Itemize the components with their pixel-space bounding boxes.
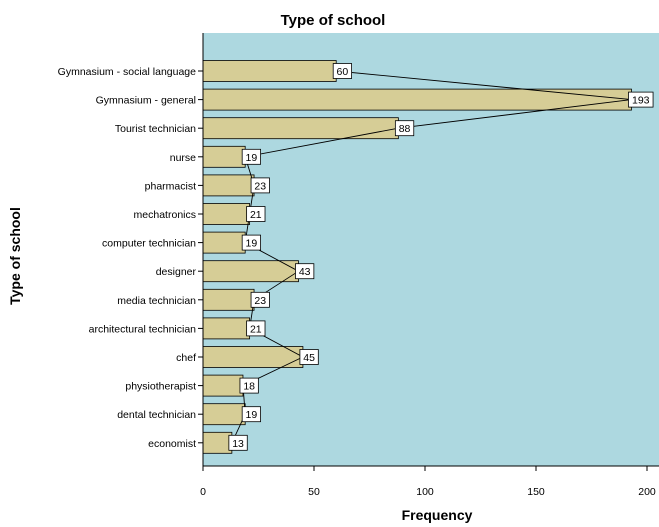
x-tick-label: 100 xyxy=(416,486,434,498)
bar xyxy=(202,60,337,82)
data-label: 13 xyxy=(232,438,244,450)
data-label-box xyxy=(295,263,315,280)
bar xyxy=(202,203,251,225)
bar xyxy=(202,374,244,397)
x-axis-title: Frequency xyxy=(402,507,473,523)
data-label-box xyxy=(246,206,266,222)
y-tick-label: nurse xyxy=(170,152,196,164)
data-label-box xyxy=(246,320,266,337)
data-labels-group: 60 193 88 19 23 21 19 43 23 21 45 18 19 13 xyxy=(228,63,654,451)
data-label: 21 xyxy=(250,209,262,221)
data-label-box xyxy=(241,148,261,165)
y-tick-label: computer technician xyxy=(102,238,196,250)
x-tick-label: 150 xyxy=(527,486,545,498)
data-label-box xyxy=(394,120,415,137)
data-label-box xyxy=(241,406,261,423)
y-tick-label: pharmacist xyxy=(145,180,196,192)
y-tick-label: Tourist technician xyxy=(115,123,196,135)
y-tick-label: dental technician xyxy=(117,409,196,421)
data-label: 18 xyxy=(243,381,255,393)
bar xyxy=(202,145,246,168)
y-tick-label: media technician xyxy=(117,295,196,307)
data-label-box xyxy=(628,91,654,108)
bar xyxy=(202,117,399,140)
data-label-box xyxy=(241,234,261,251)
y-tick-label: Gymnasium - social language xyxy=(58,66,196,78)
y-tick-label: Gymnasium - general xyxy=(96,95,196,107)
y-tick-label: mechatronics xyxy=(134,209,196,221)
bar xyxy=(202,403,246,426)
data-label: 88 xyxy=(399,123,411,135)
data-label: 43 xyxy=(299,266,311,278)
data-label-box xyxy=(250,177,270,194)
y-axis: Gymnasium - social language Gymnasium - g… xyxy=(58,33,204,466)
bar xyxy=(202,174,255,197)
y-tick-label: chef xyxy=(176,352,196,364)
data-label: 60 xyxy=(337,66,349,78)
data-label: 23 xyxy=(254,180,266,192)
data-label: 21 xyxy=(250,323,262,335)
bar xyxy=(202,431,233,454)
bar xyxy=(202,288,255,311)
x-tick-label: 200 xyxy=(638,486,656,498)
data-label-box xyxy=(250,291,270,308)
data-label-box xyxy=(228,434,248,451)
y-tick-label: designer xyxy=(156,266,197,278)
data-label-box xyxy=(239,377,259,394)
x-tick-label: 50 xyxy=(308,486,320,498)
data-label-box xyxy=(299,349,319,365)
bar xyxy=(202,317,251,340)
data-label: 19 xyxy=(246,409,258,421)
data-label: 193 xyxy=(632,95,650,107)
data-label: 19 xyxy=(246,152,258,164)
data-label: 19 xyxy=(246,238,258,250)
data-label: 45 xyxy=(303,352,315,364)
chart-title: Type of school xyxy=(281,12,386,29)
y-tick-label: economist xyxy=(148,438,196,450)
bar xyxy=(202,88,632,111)
data-label: 23 xyxy=(254,295,266,307)
y-tick-label: architectural technician xyxy=(89,323,197,335)
x-axis: 0 50 100 150 200 xyxy=(200,465,659,498)
y-axis-title: Type of school xyxy=(7,207,23,305)
x-tick-label: 0 xyxy=(200,486,206,498)
data-label-box xyxy=(332,63,353,79)
y-tick-label: physiotherapist xyxy=(125,381,196,393)
bar xyxy=(202,231,246,254)
